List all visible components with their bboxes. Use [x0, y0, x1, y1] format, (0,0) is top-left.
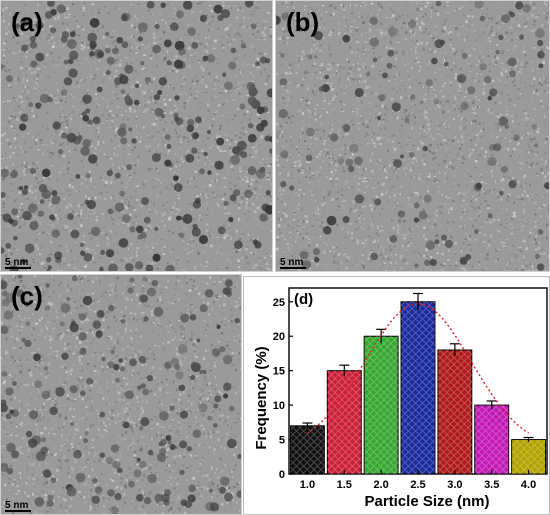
scale-label-a: 5 nm: [5, 257, 29, 268]
x-tick-label: 4.0: [521, 479, 536, 491]
y-tick-label: 10: [273, 400, 285, 412]
y-tick-label: 25: [273, 297, 285, 309]
bar-texture: [364, 336, 399, 474]
scale-bar: [5, 267, 31, 269]
bar-texture: [290, 425, 325, 474]
tem-image-panel-a: (a) 5 nm: [0, 0, 273, 272]
y-axis-label: Frequency (%): [253, 346, 270, 449]
panel-label-c: (c): [11, 281, 43, 311]
scale-bar: [280, 267, 306, 269]
bar-texture: [474, 405, 509, 474]
tem-micrograph-c: [1, 275, 241, 514]
y-tick-label: 5: [279, 435, 285, 447]
x-tick-label: 2.0: [373, 479, 388, 491]
panel-label-a: (a): [11, 7, 43, 37]
fit-curve: [307, 303, 529, 434]
x-tick-label: 3.5: [484, 479, 499, 491]
tem-micrograph-b: [276, 1, 549, 271]
bar-texture: [437, 350, 472, 474]
bar-texture: [511, 439, 546, 474]
x-tick-label: 1.5: [337, 479, 352, 491]
x-tick-label: 1.0: [300, 479, 315, 491]
bar-texture: [401, 301, 435, 474]
x-tick-label: 2.5: [410, 479, 425, 491]
bar-texture: [327, 370, 362, 474]
scale-label-b: 5 nm: [280, 257, 304, 268]
tem-image-panel-c: (c) 5 nm: [0, 274, 242, 515]
x-axis-label: Particle Size (nm): [364, 493, 489, 510]
y-tick-label: 20: [273, 331, 285, 343]
particle-size-histogram: 0 5 10 15 20 25 1.0 1.5 2.0 2.5 3.0 3.5 4.0 (d) Part…: [253, 287, 548, 510]
panel-label-b: (b): [286, 7, 320, 37]
y-tick-label: 15: [273, 366, 285, 378]
scale-bar: [5, 510, 31, 512]
tem-image-panel-b: (b) 5 nm: [275, 0, 550, 272]
tem-micrograph-a: [1, 1, 272, 271]
histogram-panel-d: 0 5 10 15 20 25 1.0 1.5 2.0 2.5 3.0 3.5 4.0 (d) Part…: [243, 276, 550, 515]
y-tick-label: 0: [279, 469, 285, 481]
scale-label-c: 5 nm: [5, 500, 29, 511]
x-tick-label: 3.0: [447, 479, 462, 491]
panel-label-d: (d): [294, 291, 313, 308]
